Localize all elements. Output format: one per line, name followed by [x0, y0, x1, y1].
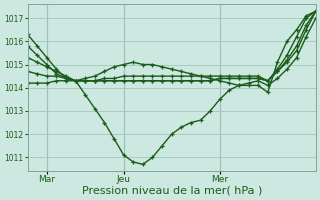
- X-axis label: Pression niveau de la mer( hPa ): Pression niveau de la mer( hPa ): [82, 186, 262, 196]
